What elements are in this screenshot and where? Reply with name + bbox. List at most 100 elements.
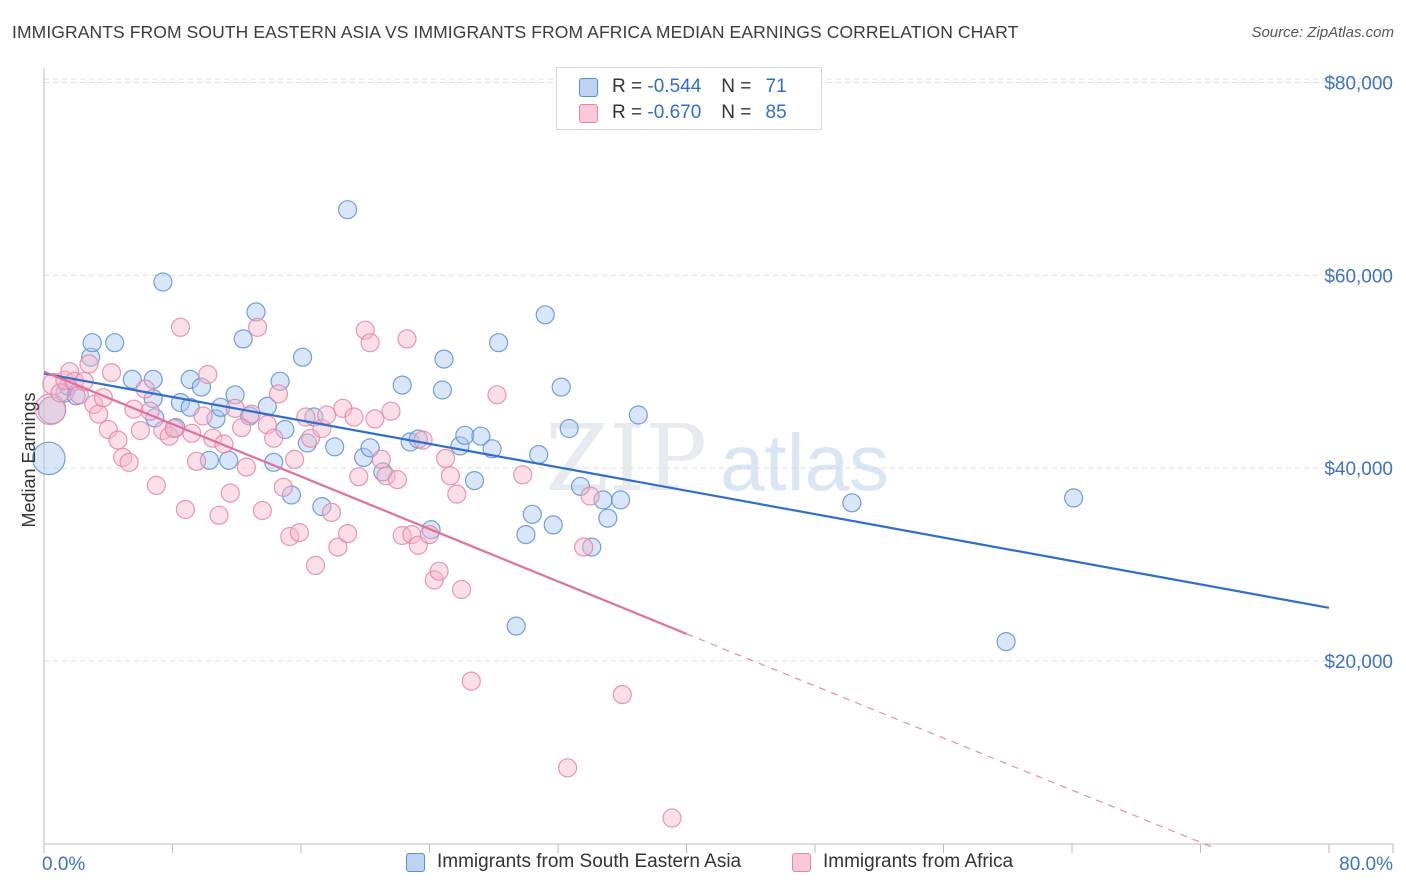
point-africa — [135, 379, 155, 399]
point-sea — [293, 347, 313, 367]
point-africa — [365, 409, 385, 429]
point-sea — [996, 631, 1016, 652]
point-sea — [489, 333, 509, 353]
correlation-legend: R = -0.544 N = 71 R = -0.670 N = 85 — [556, 67, 822, 130]
point-africa — [232, 418, 252, 438]
point-sea — [191, 377, 211, 397]
point-sea — [122, 369, 142, 389]
chart-title: IMMIGRANTS FROM SOUTH EASTERN ASIA VS IM… — [12, 22, 1019, 42]
point-africa — [397, 329, 417, 349]
point-africa — [241, 404, 261, 424]
point-africa — [79, 354, 99, 374]
r-value-africa: -0.670 — [647, 102, 702, 123]
r-label-africa: R = — [612, 102, 643, 123]
point-africa — [209, 505, 229, 525]
point-sea — [31, 441, 66, 476]
legend-item-africa[interactable]: Immigrants from Africa — [792, 851, 1013, 873]
point-africa — [84, 394, 104, 414]
point-africa — [252, 500, 272, 521]
point-africa — [285, 449, 305, 469]
point-africa — [50, 383, 70, 403]
chart-source: Source: ZipAtlas.com — [1251, 24, 1394, 41]
point-africa — [170, 317, 191, 337]
point-sea — [82, 333, 102, 353]
point-africa — [305, 555, 326, 576]
watermark: ZIP atlas — [545, 405, 889, 512]
point-africa — [193, 406, 213, 426]
point-sea — [559, 418, 579, 439]
point-africa — [88, 404, 109, 424]
point-africa — [321, 502, 342, 523]
point-africa — [60, 362, 80, 382]
point-sea — [570, 476, 591, 496]
point-sea — [610, 490, 631, 510]
swatch-sea — [579, 77, 598, 97]
legend-label-sea: Immigrants from South Eastern Asia — [437, 851, 742, 872]
point-africa — [280, 526, 300, 547]
stats-row-sea: R = -0.544 N = 71 — [579, 76, 787, 98]
point-africa — [487, 385, 507, 405]
r-value-sea: -0.544 — [647, 76, 702, 97]
point-africa — [461, 671, 481, 691]
point-sea — [233, 329, 253, 349]
point-africa — [662, 808, 682, 828]
trend-line-africa-extension — [686, 633, 1217, 850]
point-africa — [289, 522, 309, 543]
point-africa — [392, 525, 412, 546]
point-africa — [360, 333, 380, 353]
watermark-atlas: atlas — [720, 418, 889, 507]
point-africa — [376, 466, 396, 486]
point-sea — [551, 377, 571, 397]
point-sea — [506, 616, 526, 636]
y-tick-label: $60,000 — [1324, 266, 1393, 287]
point-sea — [455, 425, 475, 445]
point-africa — [273, 477, 293, 497]
point-africa — [101, 363, 122, 383]
point-sea — [543, 515, 563, 535]
point-africa — [349, 467, 369, 487]
n-value-africa: 85 — [765, 102, 787, 123]
r-label-sea: R = — [612, 76, 643, 97]
point-africa — [447, 484, 467, 504]
point-sea — [522, 504, 542, 524]
point-sea — [246, 302, 266, 322]
point-africa — [175, 499, 195, 520]
watermark-zip: ZIP — [545, 405, 707, 512]
x-tick-label: 0.0% — [42, 854, 85, 875]
legend-swatch-sea — [406, 852, 425, 872]
point-africa — [338, 523, 358, 544]
legend-swatch-africa — [792, 852, 811, 872]
point-africa — [328, 537, 348, 557]
point-africa — [182, 423, 202, 443]
point-sea — [105, 333, 125, 353]
point-sea — [392, 375, 412, 395]
point-africa — [187, 451, 207, 471]
point-africa — [387, 470, 407, 490]
trend-line-sea — [43, 372, 1330, 609]
point-africa — [268, 384, 289, 404]
trend-lines — [43, 370, 1330, 850]
stats-row-africa: R = -0.670 N = 85 — [579, 102, 787, 124]
point-sea — [434, 349, 454, 369]
point-sea — [360, 438, 380, 458]
point-sea — [143, 369, 163, 389]
point-africa — [264, 428, 284, 448]
point-sea — [482, 439, 502, 459]
point-sea — [153, 272, 173, 292]
axes — [43, 68, 1394, 853]
point-africa — [580, 486, 600, 506]
point-sea — [432, 380, 452, 400]
legend-item-sea[interactable]: Immigrants from South Eastern Asia — [406, 851, 741, 873]
point-africa — [381, 401, 401, 421]
point-sea — [582, 537, 602, 557]
point-sea — [535, 305, 555, 325]
point-africa — [98, 419, 118, 440]
point-sea — [180, 369, 200, 389]
point-sea — [225, 385, 245, 405]
point-africa — [574, 537, 594, 557]
point-sea — [219, 450, 239, 470]
n-value-sea: 71 — [765, 76, 787, 97]
point-sea — [842, 493, 862, 513]
point-africa — [612, 684, 632, 705]
point-sea — [529, 445, 549, 465]
